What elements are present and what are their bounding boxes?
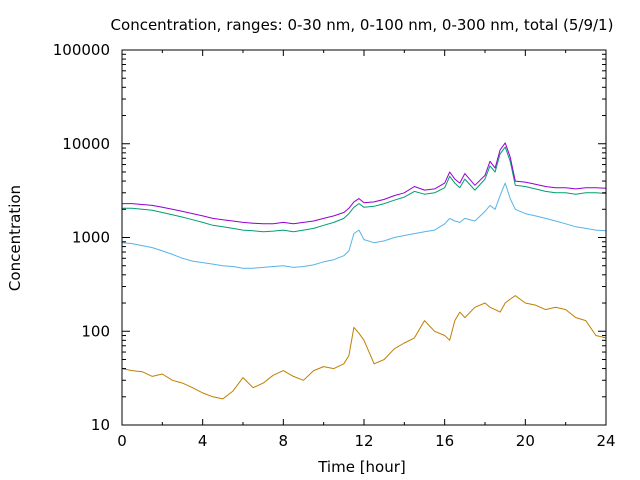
x-tick-label: 0: [117, 432, 127, 450]
y-axis: 10 100 1000 10000 100000: [53, 41, 606, 434]
plot-frame: [121, 49, 607, 426]
x-tick-label: 16: [435, 432, 454, 450]
y-axis-label: Concentration: [6, 185, 24, 291]
x-axis: 0 4 8 12 16 20 24: [117, 50, 616, 450]
series-line-1: [121, 295, 607, 400]
x-tick-label: 20: [516, 432, 535, 450]
y-tick-label: 1000: [72, 229, 110, 247]
series-line-2: [121, 182, 607, 269]
chart-title: Concentration, ranges: 0-30 nm, 0-100 nm…: [111, 16, 614, 34]
y-tick-label: 10: [91, 416, 110, 434]
x-axis-label: Time [hour]: [317, 458, 406, 476]
plot-area: [121, 142, 607, 400]
x-tick-label: 12: [354, 432, 373, 450]
x-tick-label: 24: [596, 432, 615, 450]
y-tick-label: 100000: [53, 41, 110, 59]
y-tick-label: 10000: [62, 135, 110, 153]
series-line-3: [122, 146, 607, 233]
series-line-4: [122, 142, 607, 225]
x-tick-label: 8: [279, 432, 289, 450]
y-tick-label: 100: [81, 322, 110, 340]
x-tick-label: 4: [198, 432, 208, 450]
